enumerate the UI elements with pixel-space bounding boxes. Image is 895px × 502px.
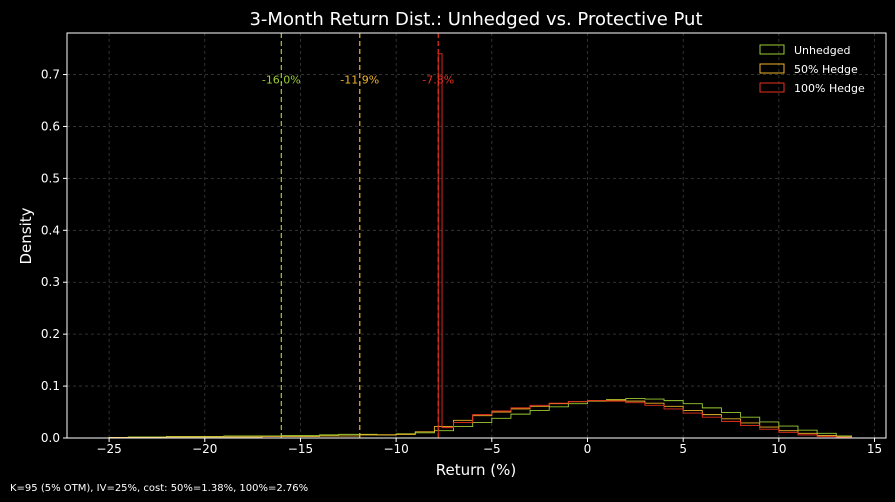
y-tick-label: 0.5 [41, 171, 60, 185]
var-label: -16.0% [262, 74, 301, 87]
y-tick-label: 0.7 [41, 68, 60, 82]
var-label: -11.9% [340, 74, 379, 87]
y-tick-label: 0.6 [41, 119, 60, 133]
x-tick-label: −20 [192, 442, 217, 456]
x-axis-ticks: −25 −20 −15 −10 −5 0 5 10 15 [96, 438, 882, 456]
x-tick-label: 10 [771, 442, 786, 456]
legend-swatch [759, 44, 785, 55]
chart-title: 3-Month Return Dist.: Unhedged vs. Prote… [249, 9, 702, 30]
legend-label: 50% Hedge [794, 63, 858, 76]
y-tick-label: 0.0 [41, 431, 60, 445]
legend-label: Unhedged [794, 44, 850, 57]
y-tick-label: 0.4 [41, 223, 60, 237]
var-label: -7.8% [422, 74, 454, 87]
series-50-hedge-step [108, 399, 853, 438]
x-tick-label: −5 [483, 442, 501, 456]
legend-label: 100% Hedge [794, 82, 865, 95]
x-tick-label: 5 [679, 442, 687, 456]
x-tick-label: 15 [867, 442, 882, 456]
y-axis-label: Density [17, 207, 35, 264]
legend-swatch [759, 82, 785, 93]
y-tick-label: 0.3 [41, 275, 60, 289]
legend-swatch [759, 63, 785, 74]
x-tick-label: 0 [584, 442, 592, 456]
var-lines: -16.0% -11.9% -7.8% [262, 33, 454, 438]
y-tick-label: 0.1 [41, 379, 60, 393]
y-axis-ticks: 0.0 0.1 0.2 0.3 0.4 0.5 0.6 0.7 [41, 68, 67, 445]
x-tick-label: −25 [96, 442, 121, 456]
legend: Unhedged 50% Hedge 100% Hedge [759, 44, 865, 95]
series-layer [108, 53, 853, 438]
series-100-hedge-step [437, 53, 853, 438]
series-unhedged-step [108, 398, 853, 438]
x-axis-label: Return (%) [436, 461, 517, 479]
footnote: K=95 (5% OTM), IV=25%, cost: 50%=1.38%, … [10, 483, 308, 494]
y-tick-label: 0.2 [41, 327, 60, 341]
x-tick-label: −15 [288, 442, 313, 456]
x-tick-label: −10 [383, 442, 408, 456]
plot-frame [66, 32, 887, 439]
